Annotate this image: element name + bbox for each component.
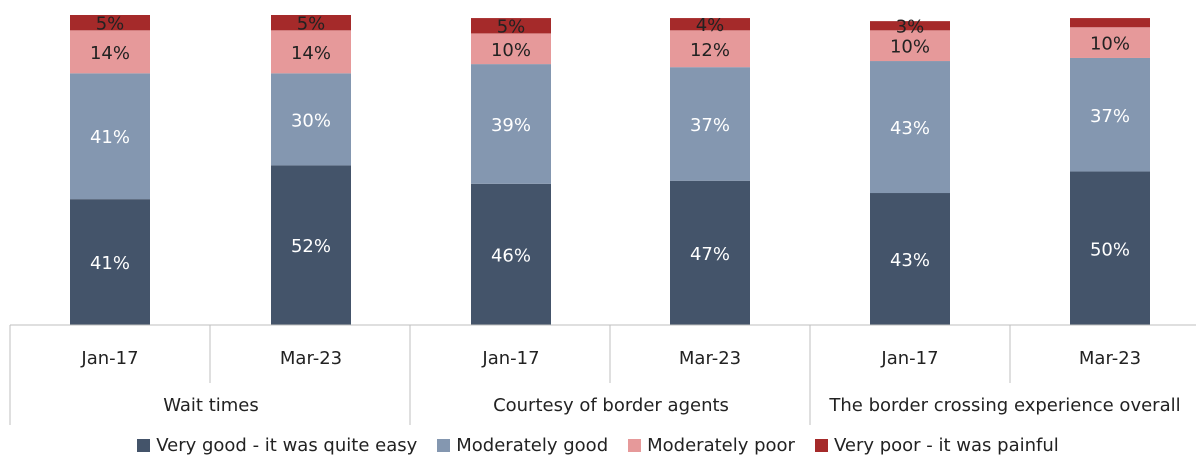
data-label: 39% [491,115,531,136]
bar-segment [271,15,351,31]
bar-segment [471,33,551,65]
data-label: 5% [497,17,526,38]
bar-segment [1070,57,1150,172]
data-label: 30% [291,110,331,131]
data-label: 41% [90,253,130,274]
bar-segment [271,30,351,74]
bar-segment [70,73,150,200]
bar-segment [471,18,551,34]
legend: Very good - it was quite easy Moderately … [0,430,1196,460]
data-label: 14% [90,43,130,64]
data-label: 4% [696,15,725,36]
data-label: 41% [90,127,130,148]
bar-segment [670,30,750,68]
data-label: 37% [690,115,730,136]
bar-segment [870,193,950,325]
bar-segment [1070,18,1150,28]
bar-segment [70,30,150,74]
data-label: 14% [291,43,331,64]
bar-segment [471,64,551,184]
legend-swatch [437,438,451,452]
legend-item: Moderately good [437,435,608,456]
data-label: 12% [690,40,730,61]
bar-segment [1070,27,1150,58]
legend-swatch [814,438,828,452]
legend-item: Very poor - it was painful [814,434,1059,456]
data-label: 50% [1090,239,1130,260]
x-tick-label: Jan-17 [481,348,539,369]
bar-segment [70,199,150,325]
bar-segment [1070,171,1150,325]
legend-swatch [137,438,151,452]
group-label: The border crossing experience overall [828,395,1180,416]
data-label: 10% [491,40,531,61]
legend-item: Very good - it was quite easy [137,435,417,456]
x-tick-label: Mar-23 [280,348,342,369]
group-label: Wait times [163,395,259,416]
x-tick-label: Mar-23 [1079,348,1141,369]
legend-swatch [628,438,642,452]
legend-label: Moderately good [456,434,609,456]
bar-segment [271,73,351,166]
bar-segment [271,165,351,325]
x-tick-label: Jan-17 [880,348,938,369]
data-label: 10% [890,37,930,58]
stacked-bar-chart: 41%41%14%5%52%30%14%5%46%39%10%5%47%37%1… [9,14,1196,425]
data-label: 5% [96,14,125,35]
bar-segment [870,30,950,62]
bar-segment [870,21,950,31]
data-label: 3% [896,17,925,38]
legend-label: Very poor - it was painful [833,434,1059,456]
data-label: 10% [1090,34,1130,55]
data-label: 5% [297,14,326,35]
data-label: 52% [291,236,331,257]
bar-segment [670,180,750,325]
data-label: 47% [690,244,730,265]
bar-segment [870,61,950,194]
bar-segment [70,15,150,31]
group-label: Courtesy of border agents [493,395,729,416]
legend-item: Moderately poor [628,435,795,456]
legend-label: Moderately poor [647,434,795,456]
bar-segment [670,67,750,181]
legend-label: Very good - it was quite easy [156,434,418,456]
x-tick-label: Mar-23 [679,348,741,369]
data-label: 43% [890,250,930,271]
bar-segment [471,183,551,325]
data-label: 37% [1090,106,1130,127]
data-label: 43% [890,118,930,139]
x-tick-label: Jan-17 [80,348,138,369]
bar-segment [670,18,750,31]
data-label: 46% [491,245,531,266]
